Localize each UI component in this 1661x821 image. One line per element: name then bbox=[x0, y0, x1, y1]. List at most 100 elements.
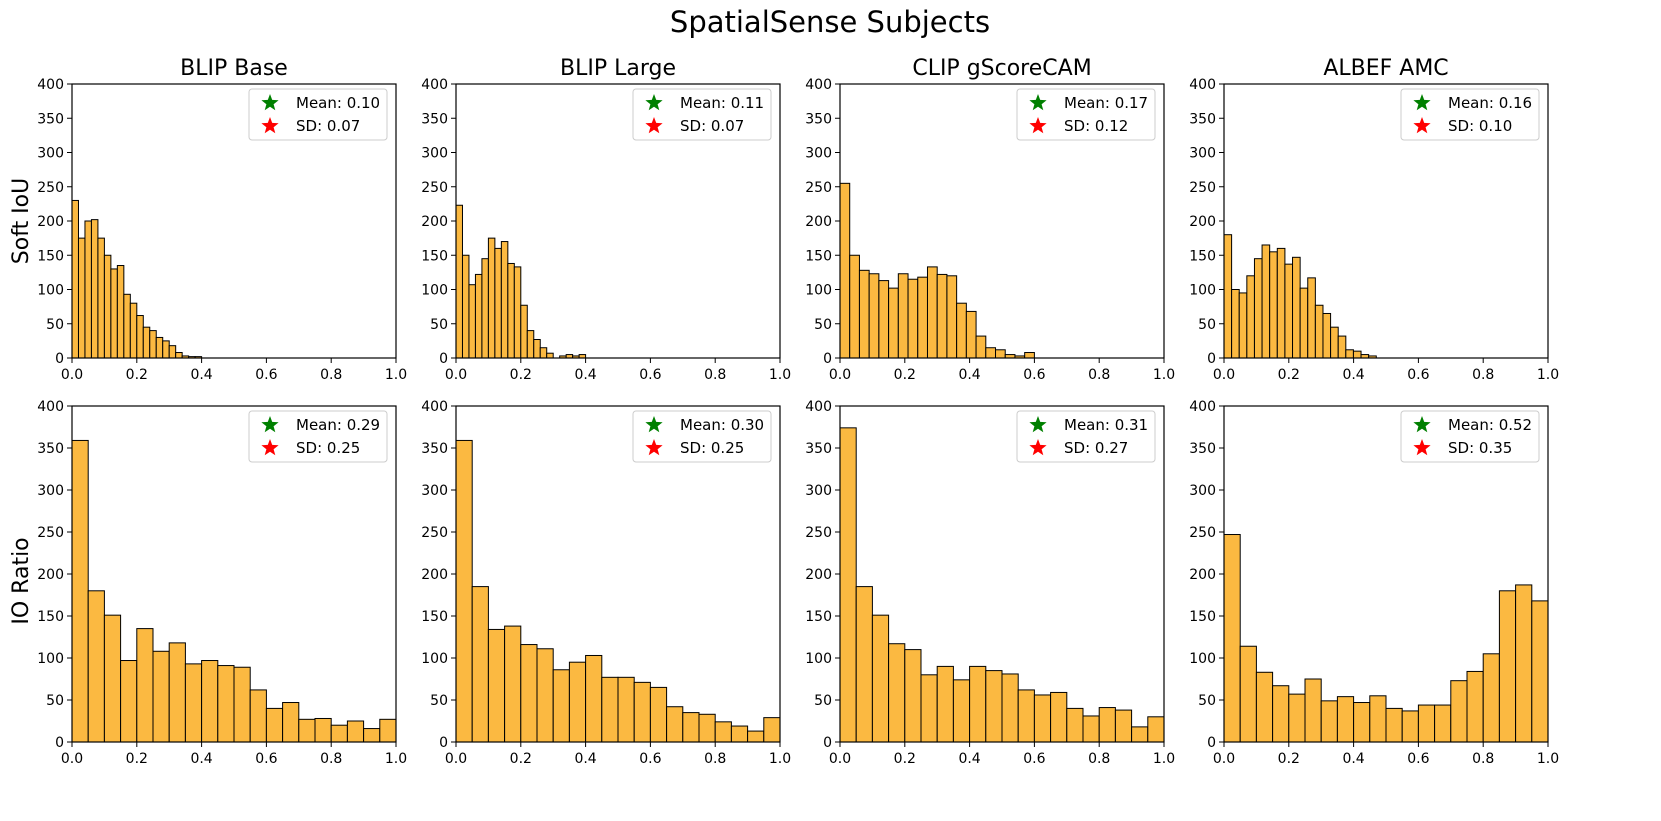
x-tick-label: 0.8 bbox=[704, 751, 726, 767]
histogram-bar bbox=[952, 679, 971, 743]
histogram-bar bbox=[474, 273, 483, 359]
x-tick-label: 0.8 bbox=[1472, 367, 1494, 383]
x-tick-label: 0.2 bbox=[894, 751, 916, 767]
y-tick-label: 200 bbox=[421, 567, 448, 583]
histogram-bar bbox=[995, 349, 1006, 359]
histogram-bar bbox=[1352, 350, 1362, 359]
y-tick-label: 250 bbox=[805, 525, 832, 541]
y-tick-label: 300 bbox=[421, 483, 448, 499]
y-tick-label: 100 bbox=[421, 283, 448, 299]
histogram-bar bbox=[1307, 277, 1316, 359]
x-tick-label: 0.4 bbox=[574, 367, 596, 383]
y-tick-label: 100 bbox=[421, 651, 448, 667]
legend-mean-label: Mean: 0.52 bbox=[1448, 416, 1532, 434]
histogram-bar bbox=[839, 182, 851, 359]
panel-soft-iou-albef-amc: ALBEF AMC 0 50 100 150 200 250 300 350 400 0.0 0.2 0… bbox=[1189, 56, 1559, 383]
x-tick-label: 1.0 bbox=[385, 751, 407, 767]
histogram-bar bbox=[363, 728, 381, 743]
legend-box bbox=[632, 88, 772, 141]
histogram-bar bbox=[763, 717, 781, 743]
histogram-bar bbox=[71, 199, 79, 359]
y-tick-label: 50 bbox=[430, 693, 448, 709]
histogram-bar bbox=[1261, 244, 1271, 359]
panel-soft-iou-clip-gscorecam: CLIP gScoreCAM 0 50 100 150 200 250 300 350 400 0.… bbox=[805, 56, 1175, 383]
y-tick-label: 50 bbox=[430, 317, 448, 333]
histogram-bar bbox=[714, 721, 732, 743]
histogram-bar bbox=[97, 237, 105, 359]
histogram-bar bbox=[71, 439, 89, 743]
y-tick-label: 400 bbox=[805, 77, 832, 93]
panel-soft-iou-clip-gscorecam-title: CLIP gScoreCAM bbox=[912, 56, 1091, 81]
histogram-bar bbox=[552, 669, 570, 743]
y-tick-label: 250 bbox=[1189, 525, 1216, 541]
y-tick-label: 0 bbox=[1207, 735, 1216, 751]
y-tick-label: 150 bbox=[421, 609, 448, 625]
histogram-bar bbox=[1304, 678, 1322, 743]
histogram-bar bbox=[1450, 680, 1468, 743]
sd-star-icon bbox=[645, 439, 663, 456]
x-tick-label: 0.6 bbox=[1407, 751, 1429, 767]
x-tick-label: 0.2 bbox=[894, 367, 916, 383]
histogram-bar bbox=[533, 339, 541, 359]
histogram-bar bbox=[265, 707, 284, 743]
x-tick-label: 0.0 bbox=[61, 367, 83, 383]
x-tick-label: 0.2 bbox=[1278, 751, 1300, 767]
histogram-bar bbox=[1231, 289, 1240, 359]
y-tick-label: 250 bbox=[37, 180, 64, 196]
histogram-bar bbox=[487, 237, 496, 359]
mean-star-icon bbox=[645, 94, 663, 111]
histogram-bar bbox=[1292, 256, 1301, 359]
histogram-bar bbox=[985, 347, 997, 359]
sd-star-icon bbox=[1029, 117, 1047, 134]
histogram-bar bbox=[1246, 275, 1255, 359]
histogram-bar bbox=[1515, 584, 1533, 743]
x-tick-label: 1.0 bbox=[769, 367, 791, 383]
histogram-bar bbox=[455, 204, 463, 359]
mean-star-icon bbox=[1413, 416, 1431, 433]
legend-mean-label: Mean: 0.30 bbox=[680, 416, 764, 434]
y-tick-label: 100 bbox=[805, 651, 832, 667]
histogram-bar bbox=[698, 713, 716, 743]
histogram-bar bbox=[526, 330, 535, 359]
histogram-bar bbox=[601, 676, 619, 743]
histogram-bar bbox=[136, 315, 144, 359]
sd-star-icon bbox=[1413, 117, 1431, 134]
figure-title: SpatialSense Subjects bbox=[670, 5, 990, 39]
mean-star-icon bbox=[261, 94, 279, 111]
histogram-bar bbox=[1272, 685, 1290, 743]
mean-star-icon bbox=[261, 416, 279, 433]
histogram-bar bbox=[849, 254, 860, 359]
histogram-bar bbox=[1033, 694, 1052, 743]
histogram-bar bbox=[84, 220, 92, 359]
x-tick-label: 0.8 bbox=[1088, 367, 1110, 383]
legend-box bbox=[632, 410, 772, 463]
histogram-bar bbox=[1482, 653, 1500, 743]
x-tick-label: 0.6 bbox=[255, 751, 277, 767]
histogram-bar bbox=[1434, 704, 1452, 743]
histogram-bar bbox=[1417, 704, 1436, 743]
histogram-bar bbox=[142, 326, 151, 359]
y-tick-label: 350 bbox=[1189, 111, 1216, 127]
legend-mean-label: Mean: 0.31 bbox=[1064, 416, 1148, 434]
histogram-bar bbox=[1223, 234, 1233, 359]
histogram-bar bbox=[1050, 691, 1068, 743]
histogram-bar bbox=[920, 674, 938, 743]
histogram-bar bbox=[379, 718, 397, 743]
y-tick-label: 250 bbox=[421, 180, 448, 196]
histogram-bar bbox=[129, 302, 138, 359]
legend-sd-label: SD: 0.10 bbox=[1448, 117, 1512, 135]
histogram-bar bbox=[1147, 716, 1165, 743]
histogram-bar bbox=[585, 654, 603, 743]
x-tick-label: 1.0 bbox=[1153, 367, 1175, 383]
x-tick-label: 0.2 bbox=[510, 367, 532, 383]
row-label-soft-iou: Soft IoU bbox=[9, 178, 34, 264]
x-tick-label: 0.6 bbox=[1023, 367, 1045, 383]
x-tick-label: 0.2 bbox=[1278, 367, 1300, 383]
y-tick-label: 0 bbox=[439, 735, 448, 751]
legend-sd-label: SD: 0.35 bbox=[1448, 439, 1512, 457]
histogram-bar bbox=[936, 665, 954, 743]
histogram-bar bbox=[520, 644, 538, 743]
y-tick-label: 200 bbox=[37, 567, 64, 583]
y-tick-label: 200 bbox=[421, 214, 448, 230]
histogram-bar bbox=[1276, 247, 1286, 359]
